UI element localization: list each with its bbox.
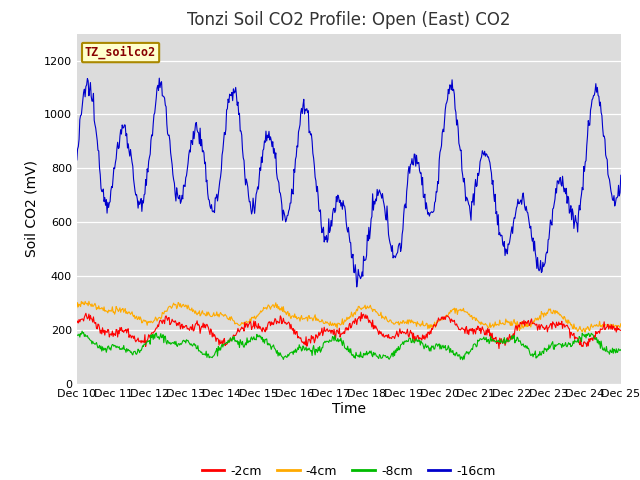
Text: TZ_soilco2: TZ_soilco2: [85, 46, 156, 59]
Title: Tonzi Soil CO2 Profile: Open (East) CO2: Tonzi Soil CO2 Profile: Open (East) CO2: [187, 11, 511, 29]
X-axis label: Time: Time: [332, 402, 366, 416]
Y-axis label: Soil CO2 (mV): Soil CO2 (mV): [24, 160, 38, 257]
Legend: -2cm, -4cm, -8cm, -16cm: -2cm, -4cm, -8cm, -16cm: [197, 460, 501, 480]
